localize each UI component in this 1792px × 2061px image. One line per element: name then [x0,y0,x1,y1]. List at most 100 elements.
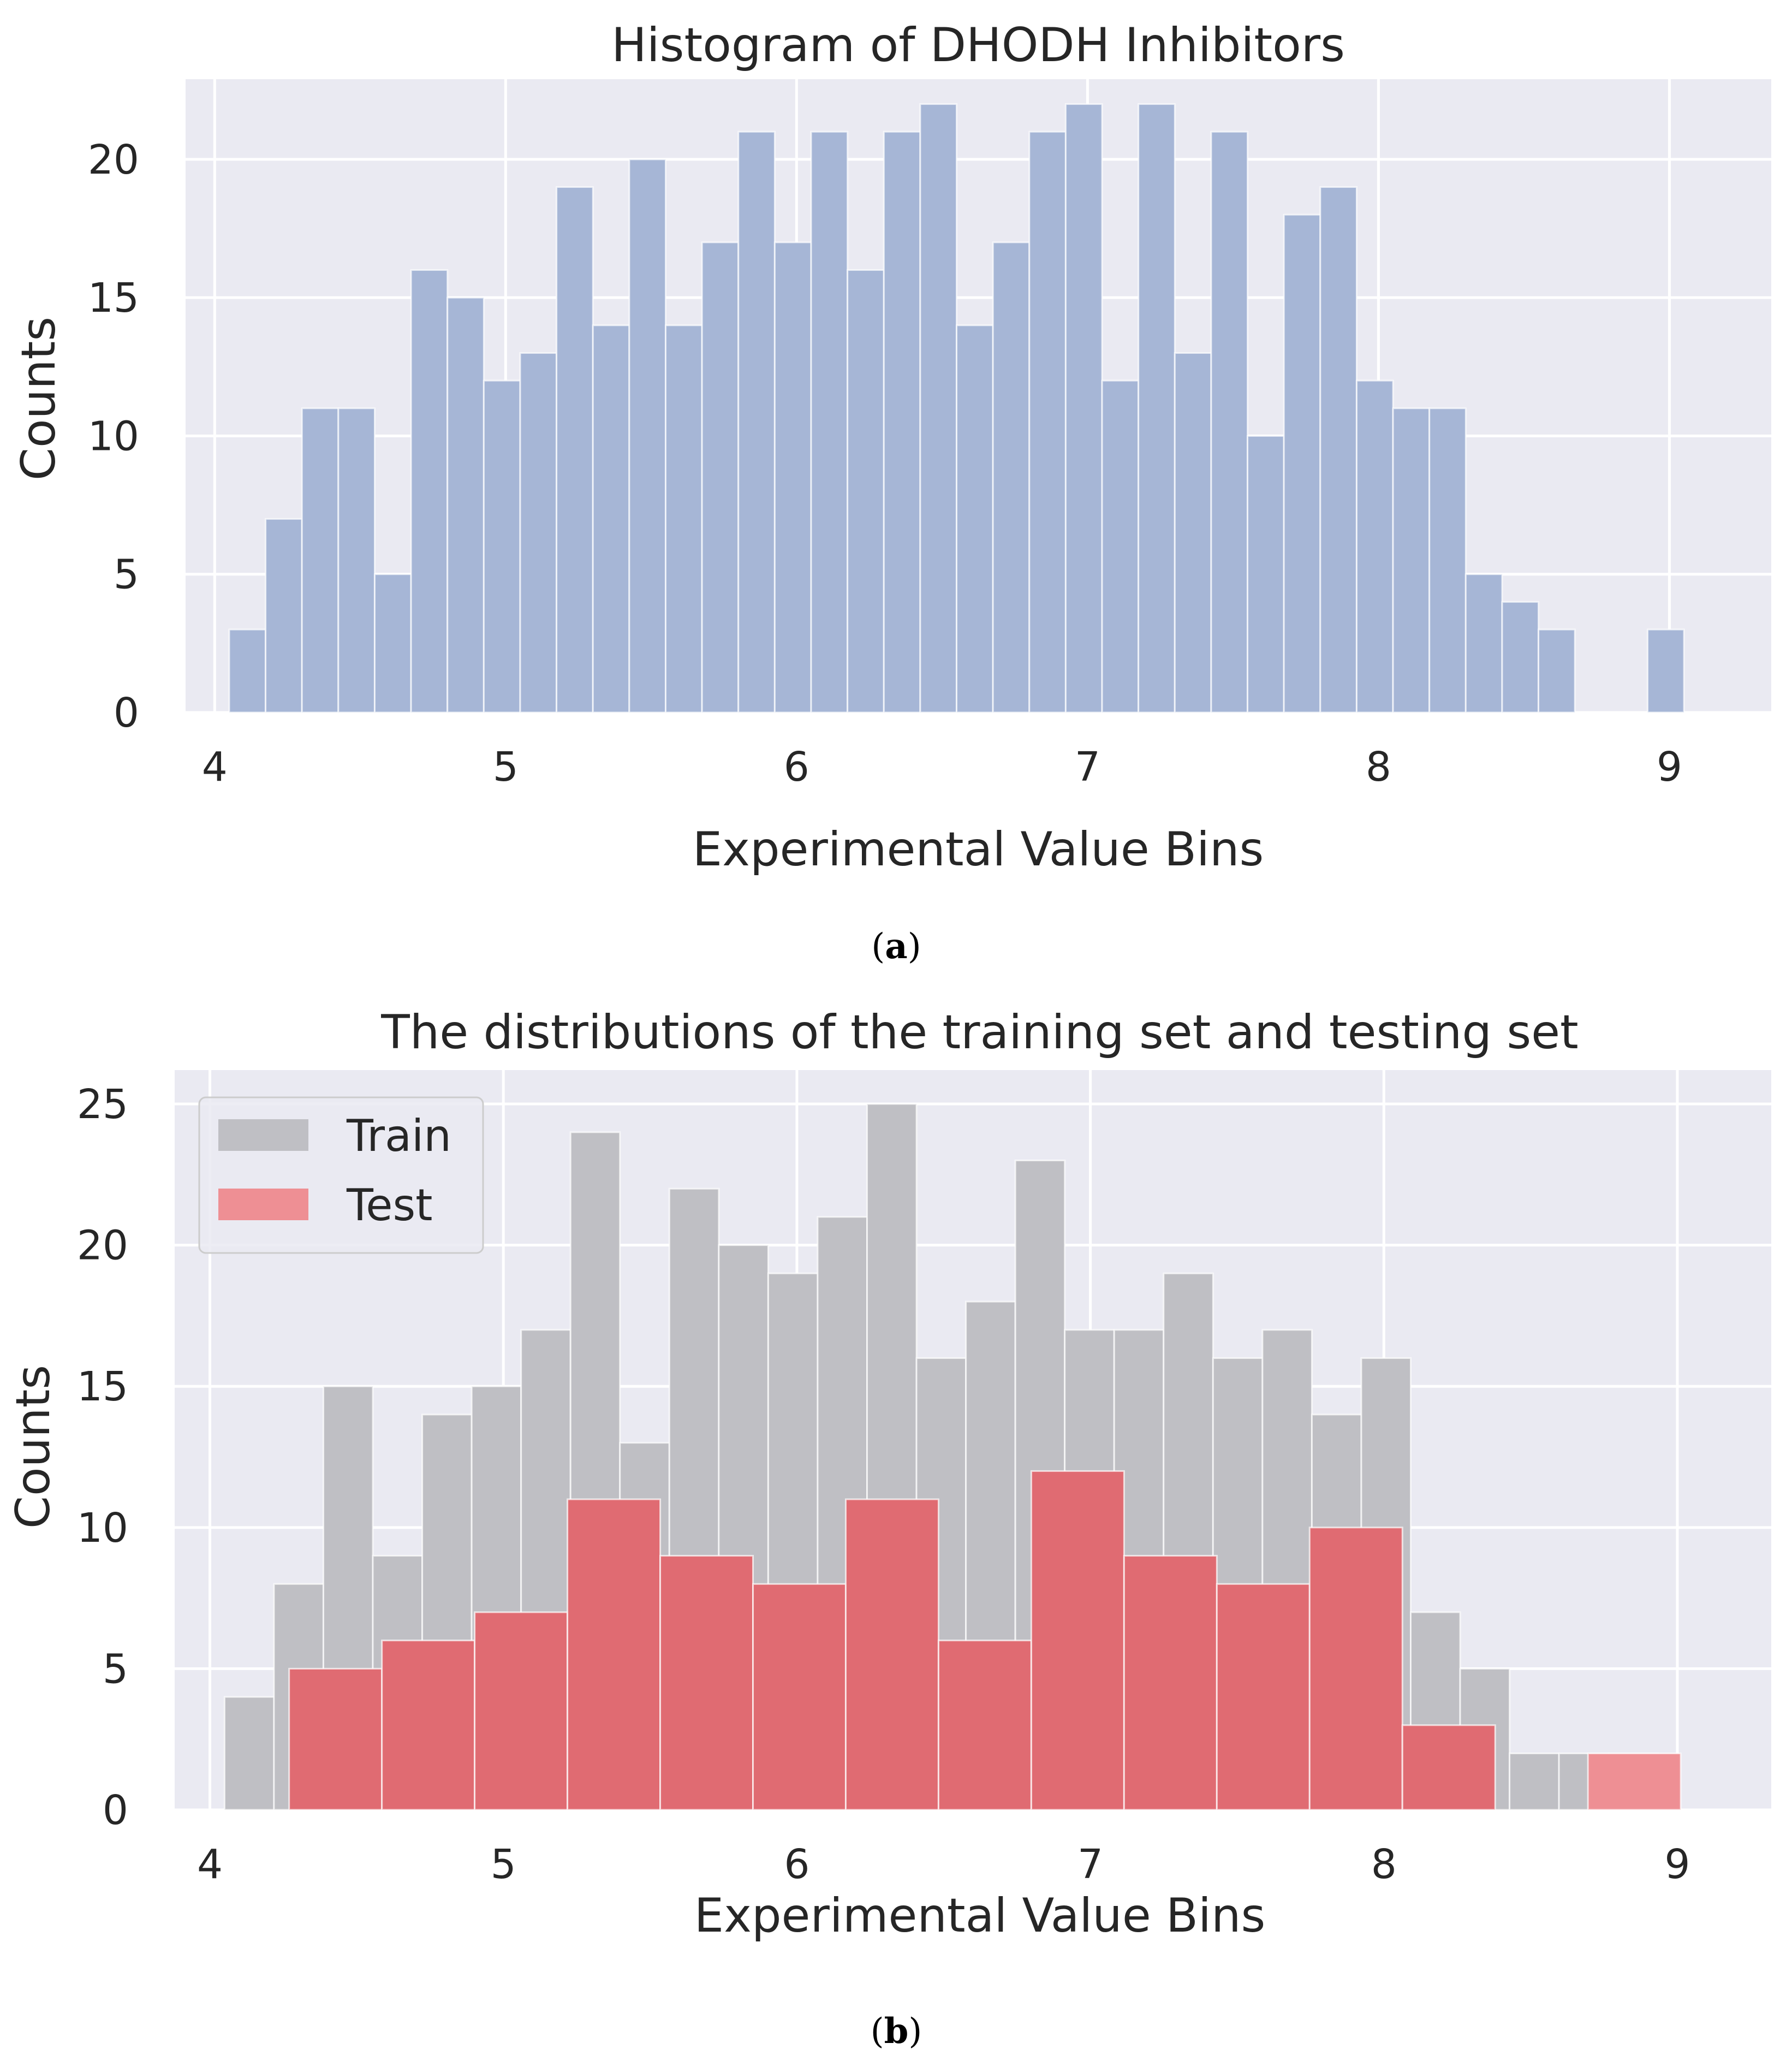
b-x-tick-9: 9 [1664,1841,1690,1888]
b-y-tick-20: 20 [77,1222,128,1269]
a-histogram-bar-24 [1101,379,1140,714]
a-histogram-bar-13 [701,241,740,714]
a-histogram-bar-7 [483,379,521,714]
a-x-axis-label: Experimental Value Bins [693,822,1264,877]
a-bars [228,103,1685,714]
a-histogram-bar-20 [956,324,994,714]
legend-swatch-train [218,1119,308,1151]
a-y-tick-10: 10 [88,413,139,460]
b-y-tick-15: 15 [77,1363,128,1410]
a-histogram-bar-21 [992,241,1031,714]
a-x-tick-4: 4 [202,744,228,791]
a-x-tick-8: 8 [1366,744,1391,791]
a-y-tick-labels: 0 5 10 15 20 [88,136,139,737]
a-histogram-bar-1 [265,518,303,714]
a-histogram-bar-32 [1392,407,1431,714]
b-test-bar-4 [659,1555,754,1811]
a-histogram-bar-29 [1283,213,1321,714]
b-caption: (b) [871,2011,922,2052]
b-test-bars [288,1470,1682,1811]
b-y-tick-labels: 0 5 10 15 20 25 [77,1081,128,1834]
b-test-bar-9 [1123,1555,1218,1811]
a-x-tick-5: 5 [493,744,519,791]
b-x-tick-5: 5 [491,1841,516,1888]
b-test-bar-6 [844,1498,939,1811]
b-x-tick-labels: 4 5 6 7 8 9 [197,1841,1690,1888]
a-histogram-bar-16 [810,130,849,714]
b-x-tick-8: 8 [1371,1841,1397,1888]
b-test-bar-12 [1401,1724,1496,1811]
a-histogram-bar-33 [1428,407,1467,714]
a-histogram-bar-19 [919,103,958,714]
a-histogram-bar-9 [556,186,594,714]
b-train-bar-26 [1509,1753,1560,1811]
a-x-tick-9: 9 [1657,744,1682,791]
a-y-tick-20: 20 [88,136,139,183]
panel-b-distributions: 4 5 6 7 8 9 0 5 10 15 20 25 The distributions of t… [6,1005,1771,2052]
b-test-bar-0 [288,1667,383,1811]
a-histogram-bar-25 [1138,103,1176,714]
a-histogram-bar-34 [1464,573,1503,714]
a-histogram-bar-14 [737,130,776,714]
a-x-tick-labels: 4 5 6 7 8 9 [202,744,1682,791]
b-test-bar-5 [752,1583,847,1811]
a-caption: (a) [871,926,921,967]
a-histogram-bar-8 [519,352,558,714]
b-x-tick-7: 7 [1077,1841,1103,1888]
a-y-tick-0: 0 [114,690,139,737]
a-histogram-bar-28 [1247,435,1285,714]
a-histogram-bar-22 [1028,130,1067,714]
b-caption-letter: b [884,2011,909,2052]
a-histogram-bar-15 [773,241,812,714]
b-y-tick-25: 25 [77,1081,128,1128]
b-test-bar-2 [474,1611,569,1811]
legend-swatch-test [218,1189,308,1220]
a-chart-title: Histogram of DHODH Inhibitors [611,18,1345,73]
a-histogram-bar-10 [592,324,630,714]
b-test-bar-10 [1216,1583,1311,1811]
a-histogram-bar-5 [410,269,449,714]
a-y-axis-label: Counts [11,317,66,480]
b-test-bar-7 [937,1640,1032,1811]
b-y-tick-5: 5 [103,1646,128,1692]
legend-label-train: Train [346,1110,451,1161]
a-histogram-bar-17 [847,269,885,714]
a-histogram-bar-30 [1319,186,1358,714]
b-x-axis-label: Experimental Value Bins [694,1888,1266,1943]
b-chart-title: The distributions of the training set an… [380,1005,1579,1060]
b-test-bar-8 [1030,1470,1125,1811]
a-histogram-bar-0 [228,628,267,714]
a-histogram-bar-18 [883,130,921,714]
b-y-tick-0: 0 [103,1787,128,1834]
b-test-bar-11 [1308,1527,1403,1811]
a-histogram-bar-2 [301,407,340,714]
a-histogram-bar-12 [664,324,703,714]
a-histogram-bar-3 [337,407,376,714]
a-x-tick-6: 6 [784,744,809,791]
a-histogram-bar-35 [1501,601,1540,714]
b-train-bar-0 [223,1696,275,1811]
b-test-bar-14 [1587,1753,1682,1811]
b-legend: Train Test [198,1096,484,1254]
a-histogram-bar-6 [446,296,485,714]
panel-a-histogram: 4 5 6 7 8 9 0 5 10 15 20 Histogram of DHODH Inhib… [11,18,1771,967]
a-histogram-bar-26 [1174,352,1212,714]
a-x-tick-7: 7 [1075,744,1100,791]
b-y-tick-10: 10 [77,1505,128,1552]
b-y-axis-label: Counts [6,1365,61,1529]
a-caption-letter: a [885,926,907,967]
b-x-tick-6: 6 [784,1841,809,1888]
a-histogram-bar-36 [1538,628,1576,714]
a-histogram-bar-31 [1355,379,1394,714]
a-y-tick-5: 5 [114,551,139,598]
legend-label-test: Test [346,1180,433,1231]
a-histogram-bar-4 [373,573,412,714]
a-y-tick-15: 15 [88,275,139,322]
b-test-bar-1 [381,1640,476,1811]
a-histogram-bar-23 [1064,103,1103,714]
b-x-tick-4: 4 [197,1841,223,1888]
b-test-bar-3 [567,1498,662,1811]
a-histogram-bar-27 [1210,130,1249,714]
a-histogram-bar-39 [1646,628,1685,714]
